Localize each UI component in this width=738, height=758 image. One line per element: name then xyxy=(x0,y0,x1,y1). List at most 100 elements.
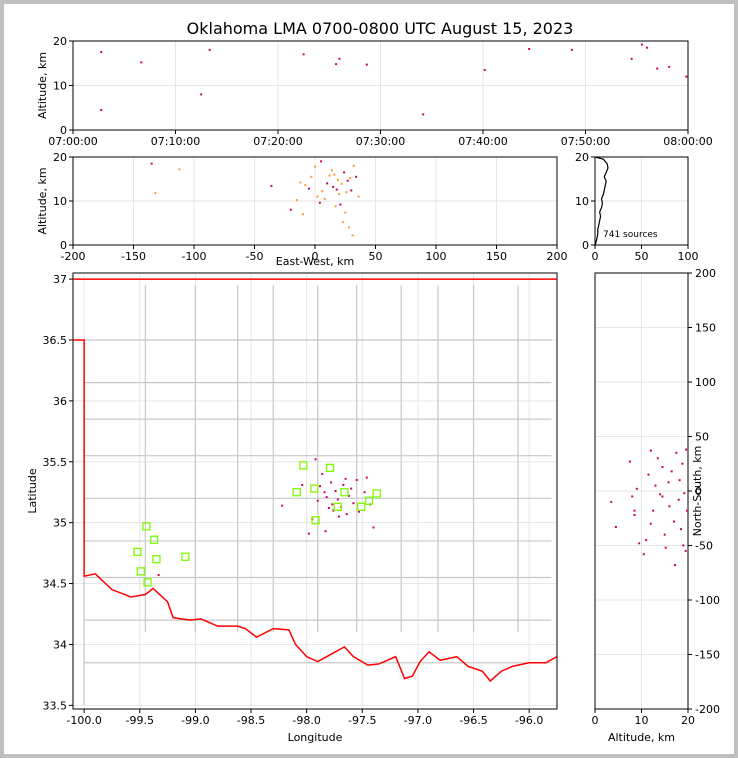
source-point xyxy=(343,171,346,174)
y-tick-label: 33.5 xyxy=(43,699,68,712)
y-tick-label: -200 xyxy=(695,703,720,716)
source-point xyxy=(270,185,273,188)
source-point xyxy=(310,175,313,178)
y-tick-label: -100 xyxy=(695,594,720,607)
source-point xyxy=(685,75,688,78)
source-point xyxy=(346,179,349,182)
source-point xyxy=(334,490,337,492)
source-point xyxy=(347,494,350,497)
axes-frame xyxy=(72,272,558,710)
source-point xyxy=(656,67,659,70)
source-point xyxy=(675,451,678,454)
x-axis-label: Altitude, km xyxy=(608,731,675,744)
source-point xyxy=(321,472,324,475)
source-point xyxy=(342,483,345,486)
x-tick-label: 100 xyxy=(678,250,699,263)
lma-station-marker xyxy=(299,461,308,470)
source-point xyxy=(680,528,683,531)
source-point xyxy=(667,481,670,484)
source-point xyxy=(301,483,304,486)
y-tick-label: -50 xyxy=(695,540,713,553)
source-point xyxy=(324,530,327,533)
source-point xyxy=(320,160,323,163)
source-point xyxy=(357,510,360,513)
y-tick-label: 200 xyxy=(695,267,716,280)
x-tick-label: 50 xyxy=(635,250,649,263)
source-point xyxy=(654,484,657,487)
source-point xyxy=(649,449,652,452)
source-point xyxy=(341,221,344,224)
source-point xyxy=(372,526,375,529)
source-point xyxy=(338,57,341,60)
x-tick-label: -150 xyxy=(121,250,146,263)
source-point xyxy=(357,195,360,198)
source-point xyxy=(325,496,328,499)
lma-station-marker xyxy=(333,502,342,511)
x-tick-label: -96.0 xyxy=(515,714,543,727)
plan-view-map-panel: -100.0 -99.5 -99.0 -98.5 -98.0 -97.5 -97.0 -96.… xyxy=(26,272,558,744)
source-point xyxy=(328,174,331,177)
x-tick-label: 150 xyxy=(486,250,507,263)
source-point xyxy=(318,201,321,204)
x-tick-label: 0 xyxy=(592,250,599,263)
x-tick-label: 0 xyxy=(312,250,319,263)
source-point xyxy=(344,477,347,480)
y-tick-label: 50 xyxy=(695,431,709,444)
x-tick-label: -96.5 xyxy=(459,714,487,727)
source-point xyxy=(355,175,358,178)
source-point xyxy=(365,476,368,479)
source-point xyxy=(352,164,355,167)
source-point xyxy=(684,549,687,552)
source-point xyxy=(673,520,676,523)
altitude-histogram-panel: 0 50 100 0 10 20 741 sources xyxy=(575,151,699,263)
x-tick-label: 200 xyxy=(547,250,568,263)
source-point xyxy=(345,191,348,194)
source-point xyxy=(682,544,685,547)
y-tick-label: 0 xyxy=(582,239,589,252)
lma-station-marker xyxy=(150,535,159,544)
source-point xyxy=(319,485,322,488)
source-point xyxy=(631,495,634,498)
x-tick-label: -99.0 xyxy=(181,714,209,727)
lma-station-marker xyxy=(372,489,381,498)
source-point xyxy=(661,495,664,498)
source-point xyxy=(150,162,153,165)
y-tick-label: 20 xyxy=(575,151,589,164)
source-point xyxy=(422,113,425,116)
source-point xyxy=(663,533,666,536)
lma-station-marker xyxy=(364,496,374,505)
source-point xyxy=(100,51,103,54)
source-point xyxy=(646,46,648,49)
source-point xyxy=(178,168,181,171)
source-point xyxy=(345,513,348,516)
x-tick-label: -100 xyxy=(182,250,207,263)
height-north-south-panel: 0 10 20-200 -150 -100 -50 0 50 100 150 200 Altitude… xyxy=(592,267,720,744)
source-point xyxy=(208,48,211,51)
y-tick-label: 34 xyxy=(53,638,67,651)
source-point xyxy=(307,532,310,535)
y-tick-label: 36 xyxy=(53,395,67,408)
source-point xyxy=(633,509,636,512)
x-tick-label: 0 xyxy=(592,714,599,727)
source-point xyxy=(652,509,655,512)
x-axis-label: Longitude xyxy=(288,731,343,744)
x-tick-label: 07:20:00 xyxy=(253,135,302,148)
source-point xyxy=(334,205,337,208)
lma-station-marker xyxy=(357,502,366,511)
source-point xyxy=(352,502,355,505)
lma-station-marker xyxy=(152,555,161,564)
x-tick-label: 50 xyxy=(369,250,383,263)
lma-station-marker xyxy=(143,578,152,587)
source-point xyxy=(330,169,333,172)
x-tick-label: -200 xyxy=(61,250,86,263)
x-tick-label: 07:50:00 xyxy=(561,135,610,148)
source-point xyxy=(664,546,667,549)
figure-title: Oklahoma LMA 0700-0800 UTC August 15, 20… xyxy=(187,19,574,38)
source-point xyxy=(140,61,143,64)
x-tick-label: 08:00:00 xyxy=(663,135,712,148)
source-point xyxy=(642,553,645,556)
state-border-south xyxy=(73,339,557,683)
lma-station-marker xyxy=(181,552,190,561)
source-point xyxy=(323,491,326,494)
source-point xyxy=(100,108,103,111)
